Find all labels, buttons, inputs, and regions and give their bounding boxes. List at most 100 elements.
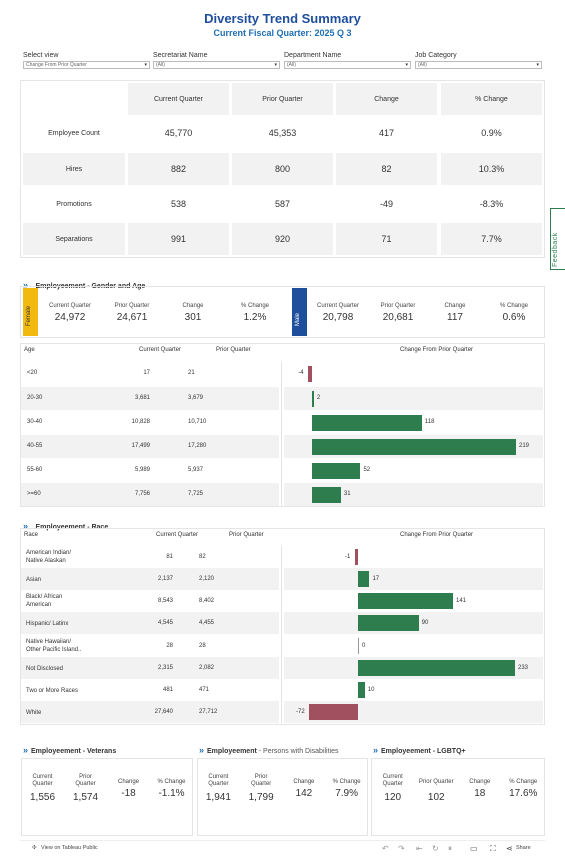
metric-label: % Change xyxy=(240,303,270,309)
race-label: Native Hawaiian/ Other Pacific Island.. xyxy=(26,639,82,653)
fullscreen-icon[interactable]: ⛶ xyxy=(490,844,496,853)
current-value: 10,828 xyxy=(131,419,150,425)
table-cell: 45,770 xyxy=(164,128,193,138)
metric-label: Change xyxy=(293,779,315,785)
metric-value: 17.6% xyxy=(509,788,538,799)
row-shade xyxy=(284,387,543,410)
filter-dropdown[interactable]: Change From Prior Quarter ▾ xyxy=(23,61,150,69)
panel-title: Employeement - Veterans xyxy=(31,748,117,755)
prior-value: 7,725 xyxy=(188,491,204,497)
column-header: Prior Quarter xyxy=(232,83,333,115)
prior-value: 2,082 xyxy=(199,665,215,671)
filter-dropdown[interactable]: (All) ▾ xyxy=(284,61,411,69)
column-header: Current Quarter xyxy=(139,347,182,353)
metric-value: 102 xyxy=(427,792,445,803)
metric-label: Prior Quarter xyxy=(114,303,150,309)
gender-panel xyxy=(20,286,545,338)
panel-title: Employeement - LGBTQ+ xyxy=(381,748,466,755)
table-cell: -49 xyxy=(379,199,393,209)
table-cell: 7.7% xyxy=(441,223,542,255)
column-header: Age xyxy=(24,347,35,353)
metric-label: Current Quarter xyxy=(316,303,359,309)
prior-value: 28 xyxy=(199,643,206,649)
current-value: 7,756 xyxy=(134,491,150,497)
metric-value: 142 xyxy=(295,788,313,799)
section-title: Employeement - Race xyxy=(35,524,109,531)
redo-icon[interactable]: ↷ xyxy=(398,844,405,853)
race-label: Hispanic/ Latinx xyxy=(26,621,69,627)
age-panel xyxy=(20,343,545,507)
chevron-down-icon: ▾ xyxy=(144,62,147,68)
table-cell: 538 xyxy=(170,199,187,209)
current-value: 27,640 xyxy=(154,709,173,715)
filter-value: (All) xyxy=(156,62,165,68)
metric-value: 1,799 xyxy=(248,792,274,803)
current-value: 81 xyxy=(166,554,173,560)
bar xyxy=(358,571,370,587)
data-label: 219 xyxy=(519,443,530,449)
metric-label: Change xyxy=(182,303,204,309)
feedback-tab[interactable]: Feedback xyxy=(550,208,565,270)
data-label: -1 xyxy=(345,554,351,560)
feedback-label: Feedback xyxy=(552,232,559,267)
view-on-tableau-link[interactable]: View on Tableau Public xyxy=(41,845,98,851)
share-icon[interactable]: ⋖ xyxy=(506,844,513,853)
metric-value: -1.1% xyxy=(158,788,185,799)
undo-icon[interactable]: ↶ xyxy=(382,844,389,853)
filter-dropdown[interactable]: (All) ▾ xyxy=(415,61,542,69)
metric-value: 24,972 xyxy=(54,312,86,323)
metric-label: Prior Quarter xyxy=(75,774,96,787)
metric-value: 301 xyxy=(184,312,202,323)
prior-value: 17,280 xyxy=(188,443,207,449)
column-header: Change From Prior Quarter xyxy=(400,347,474,353)
metric-value: -18 xyxy=(121,788,136,799)
chevron-right-icon: » xyxy=(23,745,29,755)
metric-value: 20,798 xyxy=(322,312,354,323)
current-value: 2,315 xyxy=(157,665,173,671)
data-label: 31 xyxy=(343,491,351,497)
bar xyxy=(312,486,341,503)
bar xyxy=(312,462,361,479)
race-label: American Indian/ Native Alaskan xyxy=(26,550,72,564)
age-label: >=60 xyxy=(27,491,41,497)
prior-value: 4,455 xyxy=(199,620,215,626)
data-label: 17 xyxy=(372,576,380,582)
row-shade xyxy=(21,387,279,410)
age-label: <20 xyxy=(27,370,38,376)
revert-icon[interactable]: ⇤ xyxy=(416,844,423,853)
column-header: Change xyxy=(336,83,437,115)
bar xyxy=(312,414,422,431)
bar xyxy=(312,390,314,407)
bar xyxy=(309,704,358,720)
chevron-right-icon: » xyxy=(23,280,29,290)
metric-label: Change xyxy=(444,303,466,309)
metric-label: Prior Quarter xyxy=(250,774,272,787)
table-cell: 882 xyxy=(128,153,229,185)
chevron-right-icon: » xyxy=(23,521,29,531)
prior-value: 8,402 xyxy=(199,598,215,604)
metric-label: % Change xyxy=(332,779,361,785)
footer-toolbar: ✣ View on Tableau Public ↶ ↷ ⇤ ↻ ⏸ ▭ ⛶ ⋖… xyxy=(20,840,545,856)
filter-dropdown[interactable]: (All) ▾ xyxy=(153,61,280,69)
metric-value: 1,941 xyxy=(205,792,231,803)
age-label: 20-30 xyxy=(27,395,43,401)
male-tag: Male xyxy=(292,288,307,336)
bar xyxy=(358,660,515,676)
age-label: 55-60 xyxy=(27,467,43,473)
divider xyxy=(281,362,282,506)
table-cell: 417 xyxy=(378,128,395,138)
row-label: Separations xyxy=(23,223,125,255)
comment-icon[interactable]: ▭ xyxy=(470,844,478,853)
pause-icon[interactable]: ⏸ xyxy=(448,844,452,853)
column-header: Current Quarter xyxy=(156,532,199,538)
race-label: Black/ African American xyxy=(26,594,63,608)
bar xyxy=(358,638,359,654)
metric-label: Current Quarter xyxy=(382,774,403,787)
share-button[interactable]: Share xyxy=(516,845,531,851)
race-panel xyxy=(20,528,545,725)
row-shade xyxy=(284,568,543,590)
panel-header: » Employeement - Persons with Disabilitie… xyxy=(199,740,339,758)
prior-value: 3,679 xyxy=(188,395,204,401)
refresh-icon[interactable]: ↻ xyxy=(432,844,439,853)
page-subtitle: Current Fiscal Quarter: 2025 Q 3 xyxy=(213,28,352,38)
